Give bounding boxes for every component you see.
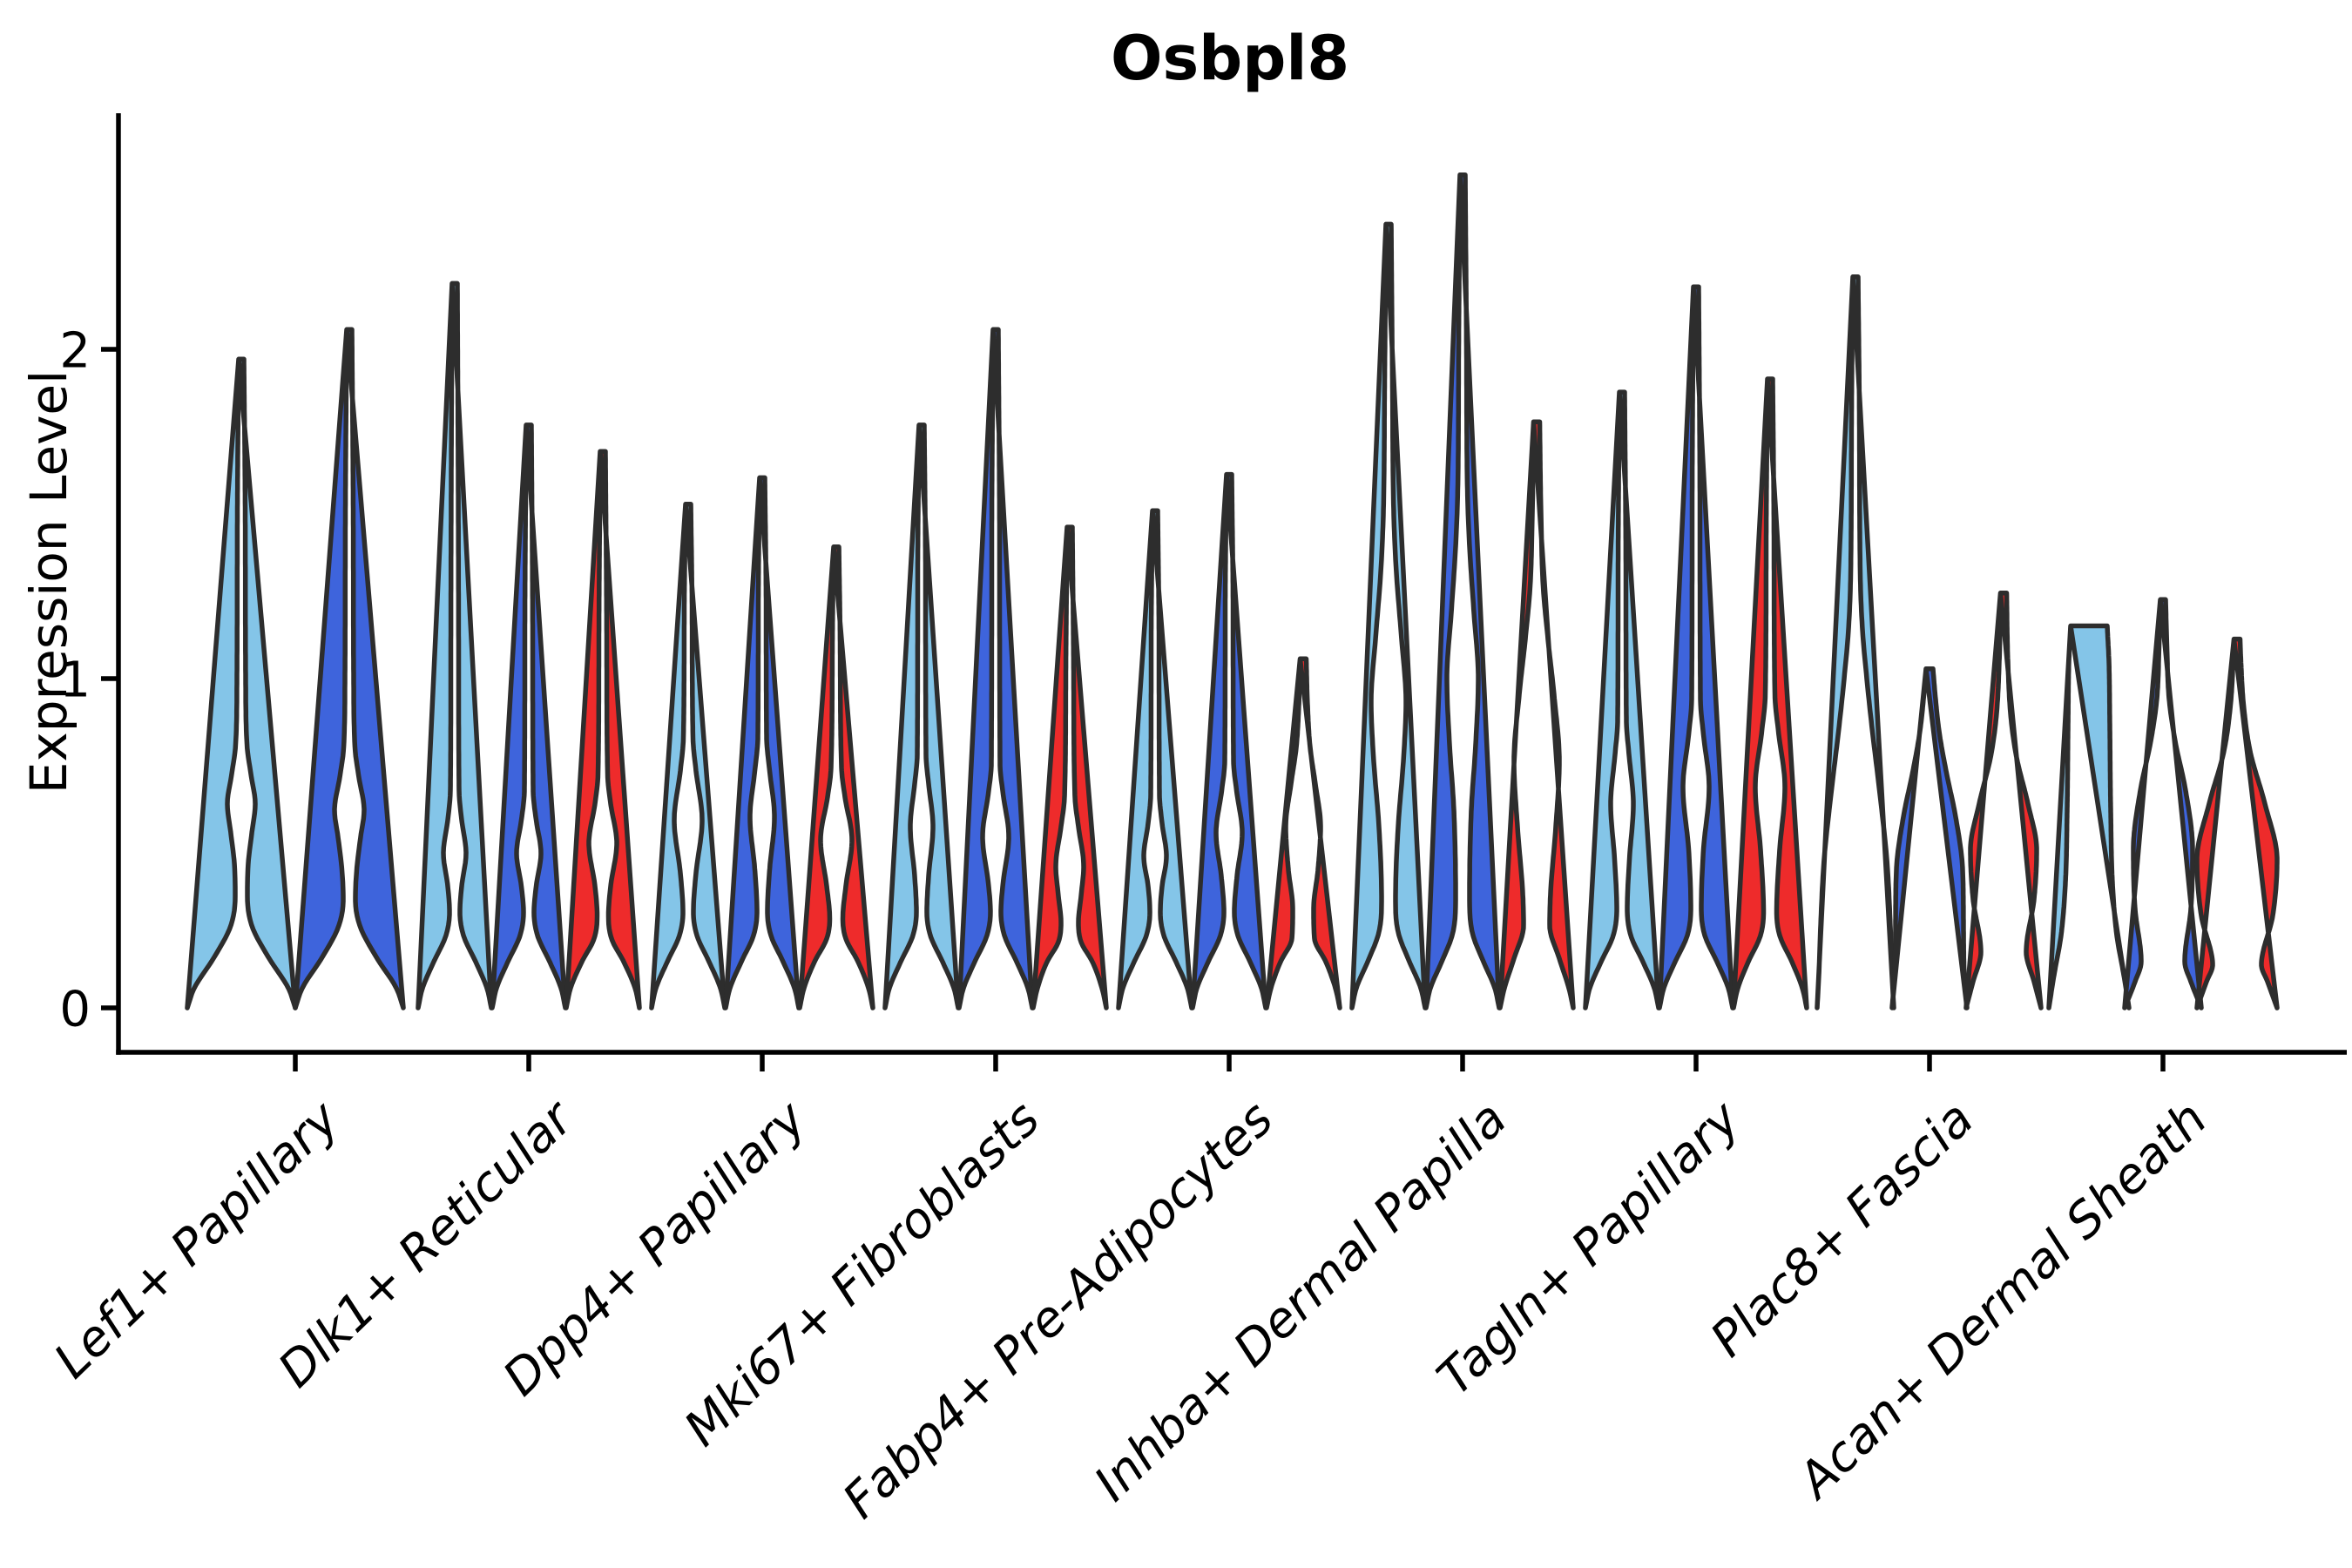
- violin-red-group-3: [1031, 524, 1109, 1010]
- violin-dark_blue-group-3: [956, 327, 1035, 1010]
- violin-dark_blue-group-7: [1889, 666, 1970, 1010]
- violin-light_blue-group-5: [1349, 221, 1428, 1010]
- y-tick-label-2: 2: [59, 322, 91, 380]
- violin-dark_blue-group-0: [293, 327, 406, 1010]
- violin-dark_blue-group-2: [723, 475, 801, 1010]
- y-tick-label-1: 1: [59, 652, 91, 709]
- y-axis-label: Expression Level: [19, 369, 78, 794]
- violin-light_blue-group-2: [649, 501, 727, 1010]
- violin-light_blue-group-3: [882, 422, 961, 1010]
- violin-dark_blue-group-6: [1657, 284, 1735, 1010]
- violin-red-group-6: [1731, 376, 1809, 1010]
- violin-red-group-8: [2194, 636, 2280, 1010]
- violin-red-group-5: [1497, 419, 1576, 1010]
- violin-dark_blue-group-1: [490, 422, 568, 1010]
- violin-light_blue-group-6: [1583, 389, 1661, 1010]
- violin-light_blue-group-7: [1815, 274, 1896, 1010]
- violin-light_blue-group-1: [416, 280, 494, 1010]
- violin-red-group-7: [1963, 590, 2044, 1010]
- violin-red-group-4: [1264, 656, 1342, 1010]
- violin-dark_blue-group-4: [1190, 471, 1268, 1010]
- chart-title: Osbpl8: [1110, 23, 1350, 94]
- violin-light_blue-group-0: [185, 356, 298, 1010]
- violin-dark_blue-group-8: [2122, 597, 2204, 1010]
- violin-light_blue-group-4: [1116, 508, 1194, 1010]
- violin-light_blue-group-8: [2046, 623, 2132, 1010]
- y-tick-label-0: 0: [59, 981, 91, 1038]
- violin-red-group-2: [797, 544, 875, 1010]
- violin-dark_blue-group-5: [1423, 172, 1502, 1010]
- violin-red-group-1: [564, 449, 642, 1010]
